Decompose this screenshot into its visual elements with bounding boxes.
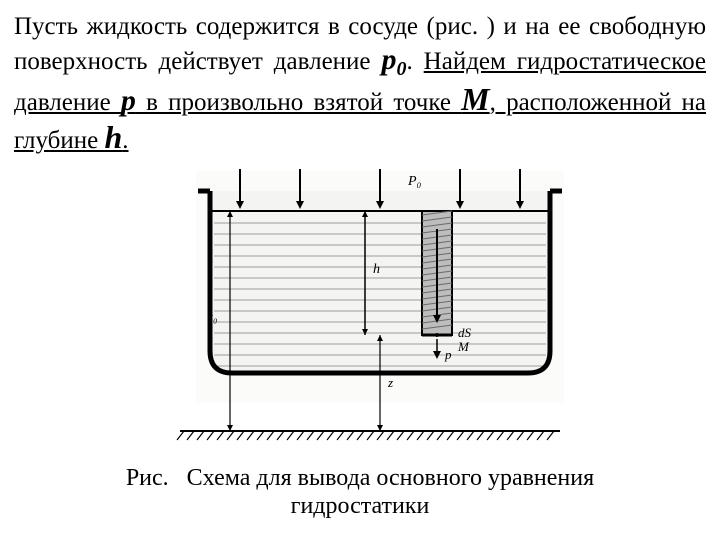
text-s2d: . — [122, 127, 128, 154]
caption-text2: гидростатики — [291, 493, 430, 519]
figure-caption: Рис. Схема для вывода основного уравнени… — [14, 464, 706, 522]
svg-text:P₀: P₀ — [407, 174, 422, 189]
svg-text:h: h — [373, 262, 380, 277]
var-p0-sub: 0 — [396, 58, 406, 80]
text-s1-end: . — [406, 48, 423, 75]
hydrostatics-figure: dSMh P₀ p z₀ z — [150, 163, 570, 453]
svg-text:M: M — [457, 339, 470, 354]
svg-text:dS: dS — [458, 325, 472, 340]
caption-text1: Схема для вывода основного уравнения — [187, 465, 594, 491]
text-s2b: в произвольно взятой точке — [136, 89, 461, 116]
var-h: h — [104, 119, 122, 155]
caption-label: Рис. — [126, 465, 169, 491]
figure-container: dSMh P₀ p z₀ z — [14, 163, 706, 458]
var-p0: p — [381, 43, 396, 76]
svg-text:z: z — [387, 375, 393, 390]
svg-text:z₀: z₀ — [207, 309, 218, 324]
svg-text:p: p — [444, 347, 452, 362]
var-p: p — [121, 84, 136, 117]
problem-paragraph: Пусть жидкость содержится в сосуде (рис.… — [14, 12, 706, 157]
var-m: M — [461, 81, 489, 117]
